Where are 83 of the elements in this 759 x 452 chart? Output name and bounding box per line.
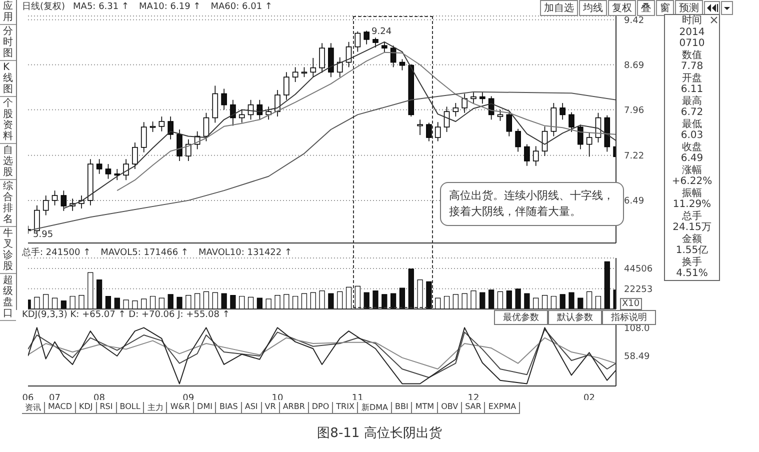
text: MA60: 6.01 ↑ bbox=[210, 2, 272, 12]
text: 自选股 bbox=[0, 144, 16, 180]
text: 2014 bbox=[678, 26, 706, 38]
text: ARBR bbox=[280, 402, 309, 414]
text: 6.03 bbox=[680, 130, 704, 142]
y-tick-label: 7.22 bbox=[624, 152, 644, 162]
text: ASI bbox=[242, 402, 262, 414]
text: K线图 bbox=[0, 61, 16, 97]
text: 11.29% bbox=[672, 199, 712, 210]
annotation: 最优参数 bbox=[494, 310, 548, 325]
text: KDJ(9,3,3) K: +65.07 ↑ D: +70.06 J: +55.08 ↑ bbox=[22, 310, 230, 320]
text: 振幅 bbox=[681, 188, 703, 199]
text: MAVOL10: 131422 ↑ bbox=[198, 248, 292, 258]
text: 涨幅 bbox=[681, 164, 703, 176]
text: 窗 bbox=[656, 0, 674, 16]
text: 总手 bbox=[681, 210, 703, 222]
text: 牛叉诊股 bbox=[0, 227, 16, 274]
text: MA5: 6.31 ↑ bbox=[73, 2, 130, 12]
text: 最高 bbox=[681, 96, 703, 107]
text: MA10: 6.19 ↑ bbox=[139, 2, 201, 12]
text: 24.15万 bbox=[672, 222, 712, 234]
text: TRIX bbox=[333, 402, 358, 414]
annotation: 5.95 bbox=[33, 230, 54, 240]
text: 应用 bbox=[0, 0, 16, 25]
text: DMI bbox=[194, 402, 216, 414]
text: 6.49 bbox=[680, 153, 704, 164]
x-tick-label: 11 bbox=[352, 393, 364, 404]
text: 4.51% bbox=[675, 268, 709, 280]
text: 0710 bbox=[678, 38, 706, 50]
text: MTM bbox=[412, 402, 438, 414]
text: 收盘 bbox=[681, 142, 703, 153]
text: 6.11 bbox=[680, 84, 704, 96]
text: 数值 bbox=[681, 50, 703, 61]
text: 7.78 bbox=[680, 61, 704, 72]
y-tick-label: 9.42 bbox=[624, 16, 644, 26]
y-tick-label: 6.49 bbox=[624, 196, 644, 207]
text: 资讯 bbox=[22, 402, 45, 414]
text: 最低 bbox=[681, 118, 703, 130]
text: 金额 bbox=[681, 234, 703, 245]
x-tick-label: 12 bbox=[468, 393, 480, 404]
text: 综合排名 bbox=[0, 180, 16, 227]
annotation: 默认参数 bbox=[548, 310, 602, 325]
text: 超级盘口 bbox=[0, 274, 16, 321]
text: EXPMA bbox=[485, 402, 520, 414]
text: BBI bbox=[392, 402, 412, 414]
caption: 图8-11 高位长阴出货 bbox=[316, 425, 443, 442]
text: VR bbox=[262, 402, 280, 414]
text: MACD bbox=[45, 402, 76, 414]
text: SAR bbox=[462, 402, 486, 414]
text: 叠 bbox=[637, 0, 655, 16]
text: 总手: 241500 ↑ bbox=[22, 248, 91, 258]
annotation: 指标说明 bbox=[602, 310, 656, 325]
text: 均线 bbox=[579, 0, 607, 16]
text: 6.72 bbox=[680, 107, 704, 118]
y-tick-label: 22253 bbox=[624, 284, 653, 295]
text: W&R bbox=[167, 402, 194, 414]
y-tick-label: 8.69 bbox=[624, 60, 644, 71]
text: DPO bbox=[308, 402, 334, 414]
speech-bubble: 高位出货。连续小阴线、十字线，接着大阴线，伴随着大量。 bbox=[440, 182, 624, 226]
text: X10 bbox=[620, 298, 642, 310]
text: RSI bbox=[96, 402, 117, 414]
y-tick-label: 58.49 bbox=[624, 352, 650, 362]
text: 预测 bbox=[675, 0, 703, 16]
text: 加自选 bbox=[540, 0, 578, 16]
y-tick-label: 44506 bbox=[624, 264, 653, 275]
text: 开盘 bbox=[681, 72, 703, 84]
text: KDJ bbox=[76, 402, 97, 414]
text: 新DMA bbox=[358, 402, 392, 414]
text: 分时图 bbox=[0, 25, 16, 61]
text: 1.55亿 bbox=[674, 245, 710, 256]
text: 时间 bbox=[681, 15, 703, 26]
text: BOLL bbox=[116, 402, 144, 414]
text: +6.22% bbox=[670, 176, 714, 188]
y-tick-label: 7.96 bbox=[624, 106, 644, 116]
chart-title: 日线(复权) bbox=[22, 2, 66, 12]
text: 复权 bbox=[608, 0, 636, 16]
text: OBV bbox=[438, 402, 462, 414]
text: 换手 bbox=[681, 256, 703, 268]
annotation: 9.24 bbox=[372, 27, 392, 37]
text: MAVOL5: 171466 ↑ bbox=[100, 248, 188, 258]
text: 个股资料 bbox=[0, 97, 16, 144]
text: BIAS bbox=[216, 402, 242, 414]
text: 主力 bbox=[144, 402, 168, 414]
